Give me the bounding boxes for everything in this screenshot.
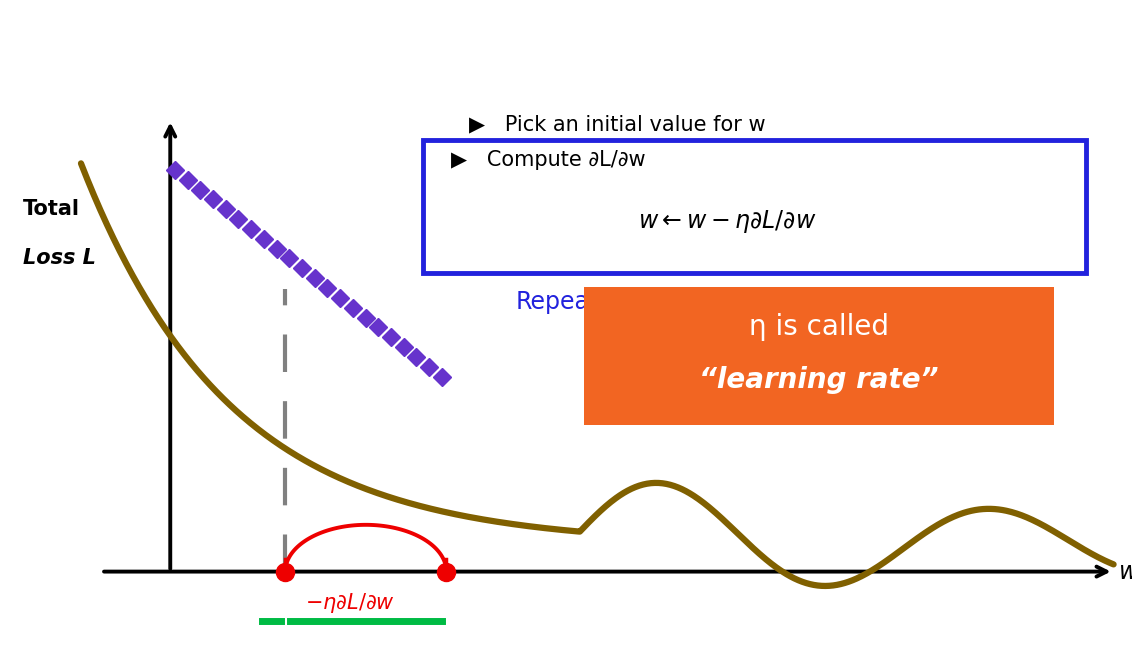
Text: Repeat: Repeat (515, 290, 599, 314)
Text: $w$: $w$ (1118, 560, 1132, 583)
Text: $-\eta\partial L/\partial w$: $-\eta\partial L/\partial w$ (305, 591, 395, 615)
Text: $w \leftarrow w - \eta\partial L/\partial w$: $w \leftarrow w - \eta\partial L/\partia… (637, 209, 816, 235)
Text: ▶   Compute ∂L/∂w: ▶ Compute ∂L/∂w (451, 150, 645, 169)
Text: network parameters θ*: network parameters θ* (100, 26, 590, 62)
FancyBboxPatch shape (584, 286, 1054, 424)
Text: “learning rate”: “learning rate” (700, 366, 938, 394)
FancyBboxPatch shape (423, 139, 1086, 273)
Text: Find: Find (15, 26, 103, 62)
Text: η is called: η is called (749, 313, 889, 341)
Text: Total: Total (23, 199, 80, 218)
Text: Loss L: Loss L (23, 248, 96, 267)
Text: that minimize total loss L: that minimize total loss L (642, 26, 1126, 62)
Text: ▶   Pick an initial value for w: ▶ Pick an initial value for w (470, 114, 766, 134)
